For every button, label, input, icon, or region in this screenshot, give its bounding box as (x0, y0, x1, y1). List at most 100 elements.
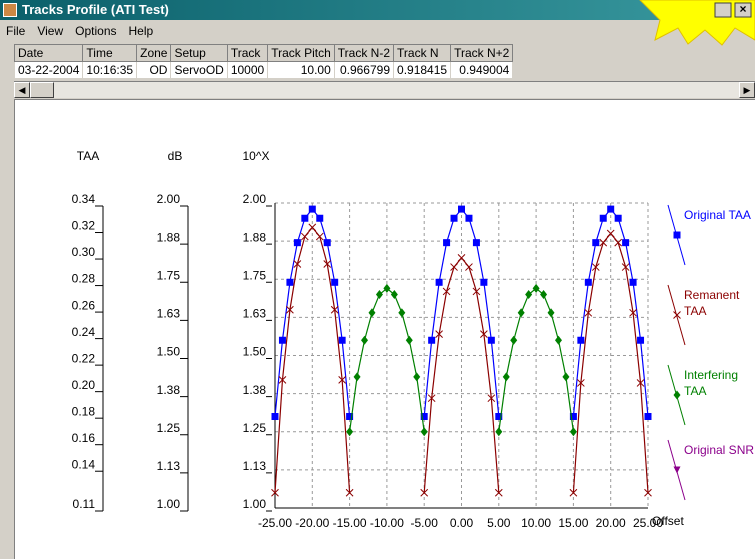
marker (570, 427, 577, 436)
y-tick-label: 1.25 (243, 421, 267, 435)
chart: × 1.00 1.13 1.25 1.38 1.50 1.63 1.75 1.88 2.00 -2… (0, 0, 755, 559)
marker (465, 264, 472, 271)
y-tick-label: 0.11 (73, 497, 96, 511)
y-tick-label: 1.63 (243, 307, 267, 321)
x-axis-title: Offset (652, 514, 684, 528)
x-tick-label: 20.00 (596, 516, 626, 530)
marker (301, 233, 308, 240)
marker (279, 337, 286, 344)
marker (577, 337, 584, 344)
marker (480, 279, 487, 286)
marker (615, 215, 622, 222)
marker (503, 372, 510, 381)
x-tick-label: 10.00 (521, 516, 551, 530)
y-tick-label: 1.13 (157, 459, 181, 473)
legend-label: Original TAA (684, 207, 755, 223)
y-tick-label: 0.26 (72, 298, 96, 312)
marker (458, 254, 465, 261)
marker (630, 279, 637, 286)
app-window: Tracks Profile (ATI Test) File View Opti… (0, 0, 755, 559)
axis-title: TAA (77, 149, 99, 163)
x-tick-label: -25.00 (258, 516, 292, 530)
marker (286, 279, 293, 286)
marker (309, 206, 316, 213)
svg-text:×: × (739, 2, 746, 16)
marker (354, 372, 361, 381)
x-tick-label: -5.00 (411, 516, 439, 530)
marker (383, 284, 390, 293)
marker (585, 279, 592, 286)
marker (413, 372, 420, 381)
marker (301, 215, 308, 222)
y-tick-label: 1.38 (157, 383, 181, 397)
y-tick-label: 1.50 (243, 345, 267, 359)
marker (495, 427, 502, 436)
legend-marker (674, 391, 681, 400)
marker (331, 279, 338, 286)
marker (272, 413, 279, 420)
marker (451, 264, 458, 271)
marker (555, 336, 562, 345)
y-tick-label: 1.88 (157, 230, 181, 244)
marker (443, 239, 450, 246)
y-tick-label: 1.00 (243, 497, 267, 511)
marker (518, 308, 525, 317)
legend-label: Remanent TAA (684, 287, 744, 319)
y-tick-label: 2.00 (243, 192, 267, 206)
y-tick-label: 1.50 (157, 345, 181, 359)
x-tick-label: 0.00 (450, 516, 474, 530)
marker (510, 336, 517, 345)
x-tick-label: 5.00 (487, 516, 511, 530)
y-tick-label: 0.30 (72, 245, 96, 259)
marker (361, 336, 368, 345)
marker (451, 215, 458, 222)
marker (600, 215, 607, 222)
marker (398, 308, 405, 317)
y-tick-label: 0.32 (72, 219, 96, 233)
y-tick-label: 0.28 (72, 272, 96, 286)
marker (436, 279, 443, 286)
marker (346, 427, 353, 436)
marker (406, 336, 413, 345)
marker (615, 239, 622, 246)
legend-marker (674, 467, 681, 474)
y-tick-label: 1.25 (157, 421, 181, 435)
y-tick-label: 1.75 (243, 268, 267, 282)
marker (562, 372, 569, 381)
marker (339, 337, 346, 344)
marker (324, 239, 331, 246)
y-tick-label: 0.24 (72, 325, 96, 339)
x-tick-label: -20.00 (295, 516, 329, 530)
y-tick-label: 1.13 (243, 459, 267, 473)
legend-label: Interfering TAA (684, 367, 744, 399)
y-tick-label: 1.00 (157, 497, 181, 511)
marker (316, 233, 323, 240)
y-tick-label: 1.75 (157, 268, 181, 282)
y-tick-label: 0.14 (72, 457, 96, 471)
marker (548, 308, 555, 317)
marker (645, 413, 652, 420)
y-tick-label: 1.38 (243, 383, 267, 397)
y-tick-label: 1.63 (157, 307, 181, 321)
marker (473, 239, 480, 246)
y-tick-label: 1.88 (243, 230, 267, 244)
marker (458, 206, 465, 213)
x-tick-label: 15.00 (558, 516, 588, 530)
y-axis-title: 10^X (243, 149, 270, 163)
marker (637, 337, 644, 344)
marker (465, 215, 472, 222)
legend-label: Original SNR (684, 442, 755, 458)
marker (525, 290, 532, 299)
marker (488, 337, 495, 344)
marker (294, 239, 301, 246)
marker (376, 290, 383, 299)
marker (592, 239, 599, 246)
legend-marker (674, 232, 681, 239)
marker (368, 308, 375, 317)
y-tick-label: 0.16 (72, 431, 96, 445)
marker (391, 290, 398, 299)
y-tick-label: 0.18 (72, 404, 96, 418)
marker (540, 290, 547, 299)
axis-title: dB (168, 149, 183, 163)
x-tick-label: -10.00 (370, 516, 404, 530)
